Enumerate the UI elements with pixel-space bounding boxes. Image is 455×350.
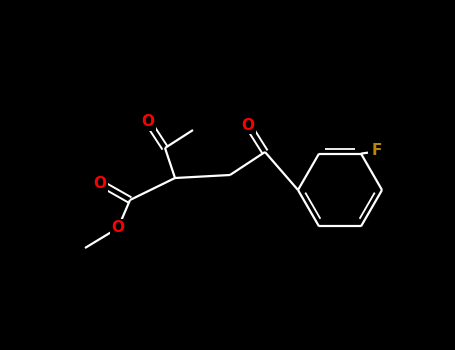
Text: O: O — [142, 114, 155, 130]
Text: O: O — [111, 220, 125, 236]
Text: O: O — [93, 175, 106, 190]
Text: F: F — [372, 143, 382, 158]
Text: O: O — [242, 118, 254, 133]
